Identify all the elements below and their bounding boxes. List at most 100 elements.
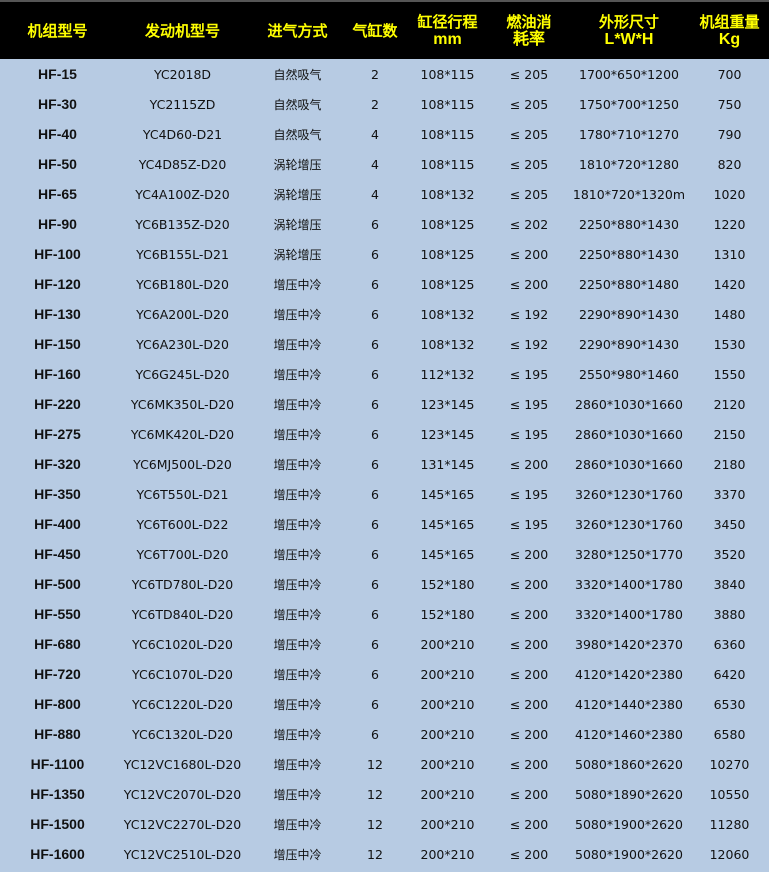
cell-weight: 12060: [709, 846, 750, 862]
table-row: HF-350 YC6T550L-D21 增压中冷 6 145*165 ≤ 195 3260*…: [0, 479, 769, 509]
header-label: 燃油消: [506, 12, 552, 31]
cell-fuel-consumption: ≤ 200: [509, 666, 549, 682]
cell-intake-type: 涡轮增压: [273, 157, 322, 172]
cell-weight: 820: [717, 156, 742, 172]
cell-cylinders: 12: [367, 786, 383, 802]
cell-weight: 3840: [713, 576, 746, 592]
cell-intake-type: 增压中冷: [273, 787, 322, 802]
cell-weight: 790: [717, 126, 742, 142]
cell-genset-model: HF-400: [34, 516, 81, 532]
cell-fuel-consumption: ≤ 195: [509, 396, 549, 412]
cell-cylinders: 6: [371, 336, 379, 352]
table-row: HF-320 YC6MJ500L-D20 增压中冷 6 131*145 ≤ 200 2860…: [0, 449, 769, 479]
cell-engine-model: YC6TD780L-D20: [131, 576, 234, 592]
cell-weight: 2120: [713, 396, 746, 412]
cell-engine-model: YC4A100Z-D20: [135, 186, 230, 202]
cell-cylinders: 6: [371, 576, 379, 592]
header-label: 发动机型号: [144, 21, 220, 40]
header-label: 缸径行程: [417, 12, 478, 31]
cell-engine-model: YC6C1070L-D20: [132, 666, 233, 682]
table-row: HF-1500 YC12VC2270L-D20 增压中冷 12 200*210 ≤ 200…: [0, 809, 769, 839]
cell-cylinders: 6: [371, 486, 379, 502]
header-cylinders: 气缸数: [345, 0, 405, 59]
header-weight: 机组重量 Kg: [690, 0, 769, 59]
cell-bore-stroke: 200*210: [420, 816, 475, 832]
cell-bore-stroke: 200*210: [420, 696, 475, 712]
cell-fuel-consumption: ≤ 200: [509, 696, 549, 712]
cell-cylinders: 6: [371, 666, 379, 682]
cell-dimensions: 2290*890*1430: [579, 306, 679, 322]
cell-intake-type: 增压中冷: [273, 847, 322, 862]
table-row: HF-1600 YC12VC2510L-D20 增压中冷 12 200*210 ≤ 200…: [0, 839, 769, 869]
cell-dimensions: 4120*1420*2380: [575, 666, 683, 682]
cell-engine-model: YC6MK350L-D20: [130, 396, 235, 412]
cell-fuel-consumption: ≤ 205: [509, 66, 549, 82]
cell-intake-type: 增压中冷: [273, 337, 322, 352]
cell-intake-type: 自然吸气: [273, 67, 322, 82]
cell-bore-stroke: 200*210: [420, 846, 475, 862]
cell-weight: 6580: [713, 726, 746, 742]
cell-genset-model: HF-880: [34, 726, 81, 742]
cell-bore-stroke: 145*165: [420, 516, 475, 532]
cell-engine-model: YC6A230L-D20: [136, 336, 229, 352]
table-row: HF-100 YC6B155L-D21 涡轮增压 6 108*125 ≤ 200 2250*…: [0, 239, 769, 269]
cell-cylinders: 6: [371, 306, 379, 322]
table-row: HF-120 YC6B180L-D20 增压中冷 6 108*125 ≤ 200 2250*…: [0, 269, 769, 299]
table-row: HF-450 YC6T700L-D20 增压中冷 6 145*165 ≤ 200 3280*…: [0, 539, 769, 569]
cell-intake-type: 自然吸气: [273, 97, 322, 112]
cell-bore-stroke: 123*145: [420, 396, 475, 412]
cell-intake-type: 增压中冷: [273, 757, 322, 772]
cell-cylinders: 6: [371, 426, 379, 442]
cell-cylinders: 6: [371, 246, 379, 262]
header-bore-stroke: 缸径行程 mm: [405, 0, 490, 59]
cell-dimensions: 4120*1460*2380: [575, 726, 683, 742]
cell-dimensions: 2860*1030*1660: [575, 396, 683, 412]
cell-engine-model: YC6T550L-D21: [136, 486, 229, 502]
cell-dimensions: 5080*1860*2620: [575, 756, 683, 772]
cell-engine-model: YC2018D: [153, 66, 212, 82]
table-row: HF-275 YC6MK420L-D20 增压中冷 6 123*145 ≤ 195 2860…: [0, 419, 769, 449]
header-sublabel: L*W*H: [604, 30, 654, 48]
cell-genset-model: HF-30: [38, 96, 77, 112]
cell-intake-type: 增压中冷: [273, 697, 322, 712]
cell-engine-model: YC6B180L-D20: [136, 276, 229, 292]
cell-genset-model: HF-800: [34, 696, 81, 712]
cell-genset-model: HF-275: [34, 426, 81, 442]
header-sublabel: 耗率: [512, 30, 545, 48]
cell-bore-stroke: 200*210: [420, 666, 475, 682]
table-row: HF-50 YC4D85Z-D20 涡轮增压 4 108*115 ≤ 205 1810*72…: [0, 149, 769, 179]
header-sublabel: mm: [433, 30, 462, 48]
cell-dimensions: 3260*1230*1760: [575, 486, 683, 502]
cell-weight: 2150: [713, 426, 746, 442]
cell-engine-model: YC6T700L-D20: [136, 546, 229, 562]
cell-genset-model: HF-50: [38, 156, 77, 172]
cell-dimensions: 2550*980*1460: [579, 366, 679, 382]
cell-engine-model: YC6C1320L-D20: [132, 726, 233, 742]
cell-fuel-consumption: ≤ 205: [509, 156, 549, 172]
cell-engine-model: YC6T600L-D22: [136, 516, 229, 532]
cell-intake-type: 涡轮增压: [273, 247, 322, 262]
cell-genset-model: HF-1600: [30, 846, 85, 862]
cell-intake-type: 涡轮增压: [273, 187, 322, 202]
cell-bore-stroke: 131*145: [420, 456, 475, 472]
cell-bore-stroke: 145*165: [420, 486, 475, 502]
cell-dimensions: 2290*890*1430: [579, 336, 679, 352]
cell-intake-type: 增压中冷: [273, 397, 322, 412]
table-row: HF-680 YC6C1020L-D20 增压中冷 6 200*210 ≤ 200 3980…: [0, 629, 769, 659]
cell-bore-stroke: 152*180: [420, 606, 475, 622]
cell-weight: 750: [717, 96, 742, 112]
cell-genset-model: HF-680: [34, 636, 81, 652]
cell-bore-stroke: 200*210: [420, 756, 475, 772]
cell-fuel-consumption: ≤ 200: [509, 276, 549, 292]
cell-cylinders: 2: [371, 96, 379, 112]
cell-cylinders: 4: [371, 126, 379, 142]
cell-intake-type: 增压中冷: [273, 547, 322, 562]
table-row: HF-150 YC6A230L-D20 增压中冷 6 108*132 ≤ 192 2290*…: [0, 329, 769, 359]
cell-dimensions: 2860*1030*1660: [575, 456, 683, 472]
cell-cylinders: 12: [367, 756, 383, 772]
cell-bore-stroke: 112*132: [420, 366, 475, 382]
cell-weight: 1530: [713, 336, 746, 352]
cell-cylinders: 6: [371, 696, 379, 712]
cell-engine-model: YC6MJ500L-D20: [133, 456, 232, 472]
cell-weight: 11280: [709, 816, 750, 832]
